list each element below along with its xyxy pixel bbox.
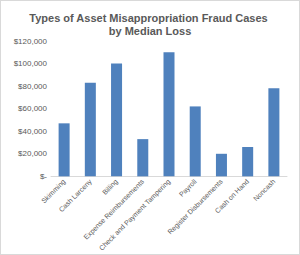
svg-text:$120,000: $120,000 — [14, 37, 48, 46]
svg-text:$100,000: $100,000 — [14, 59, 48, 68]
svg-text:Skimming: Skimming — [39, 177, 67, 205]
svg-text:$80,000: $80,000 — [18, 82, 47, 91]
svg-text:Payroll: Payroll — [178, 178, 199, 199]
svg-text:Noncash: Noncash — [252, 178, 277, 203]
svg-text:$-: $- — [40, 172, 47, 181]
svg-text:by Median Loss: by Median Loss — [109, 25, 192, 37]
svg-text:Cash Larceny: Cash Larceny — [57, 178, 93, 214]
svg-text:Types of Asset Misappropriatio: Types of Asset Misappropriation Fraud Ca… — [29, 12, 270, 24]
svg-text:Billing: Billing — [101, 178, 120, 197]
svg-text:$20,000: $20,000 — [18, 149, 47, 158]
svg-text:Cash on Hand: Cash on Hand — [214, 178, 251, 215]
svg-text:Check and Payment Tampering: Check and Payment Tampering — [98, 178, 173, 253]
svg-text:Register Disbursements: Register Disbursements — [166, 177, 224, 236]
svg-text:$40,000: $40,000 — [18, 127, 47, 136]
svg-text:$60,000: $60,000 — [18, 104, 47, 113]
svg-text:Expense Reimbursements: Expense Reimbursements — [82, 177, 146, 241]
